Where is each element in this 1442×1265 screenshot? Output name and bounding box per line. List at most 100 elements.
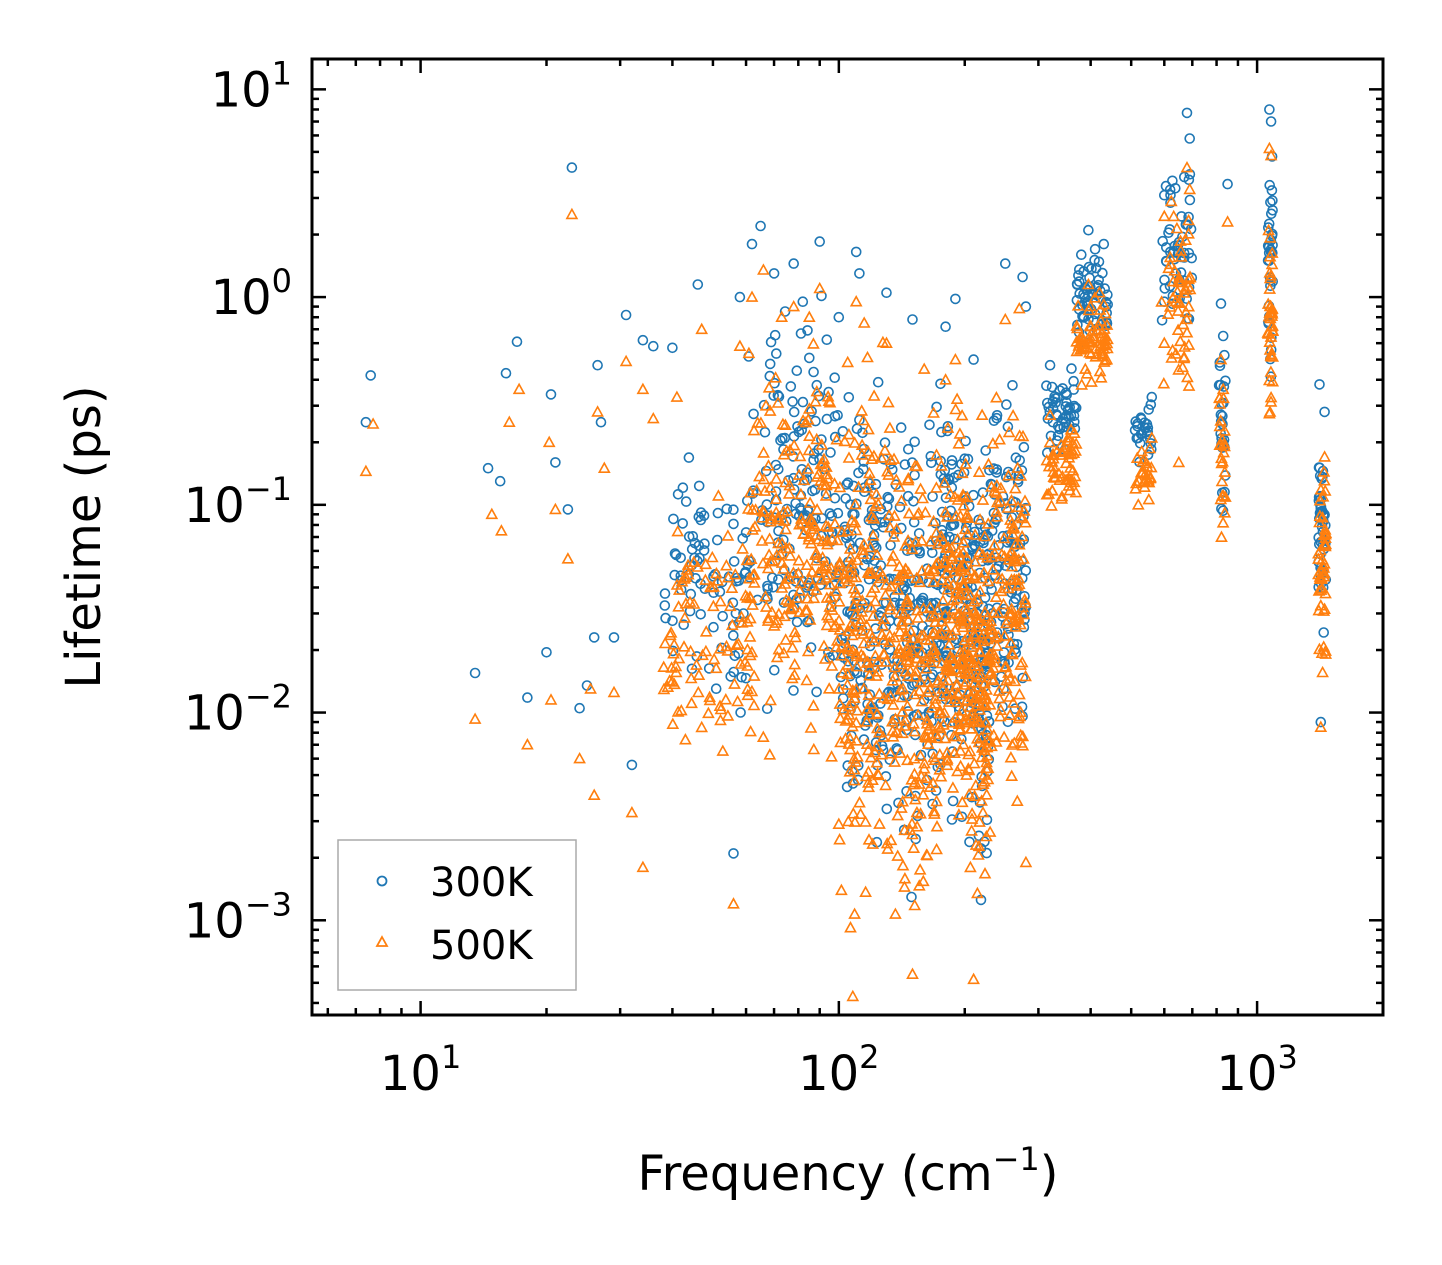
- data-point-500K: [967, 972, 980, 985]
- data-point-500K: [804, 721, 818, 733]
- data-point-300K: [808, 366, 819, 378]
- data-point-500K: [757, 505, 771, 517]
- data-point-500K: [764, 481, 777, 493]
- data-point-500K: [848, 436, 862, 448]
- data-point-500K: [912, 684, 926, 696]
- data-point-300K: [770, 348, 782, 359]
- data-point-500K: [725, 618, 739, 631]
- data-point-300K: [494, 475, 506, 487]
- data-point-300K: [717, 610, 729, 622]
- data-point-300K: [979, 592, 991, 603]
- data-point-500K: [946, 578, 960, 590]
- data-point-500K: [692, 668, 706, 680]
- data-point-500K: [820, 618, 834, 631]
- data-point-500K: [919, 771, 933, 783]
- data-point-500K: [728, 567, 742, 580]
- data-point-500K: [967, 627, 981, 639]
- data-point-500K: [833, 558, 846, 571]
- data-point-300K: [1319, 406, 1330, 418]
- data-point-300K: [932, 761, 944, 773]
- data-point-500K: [985, 622, 999, 634]
- data-point-500K: [870, 721, 884, 734]
- data-point-500K: [878, 443, 892, 456]
- data-point-500K: [968, 789, 981, 801]
- data-point-500K: [919, 653, 933, 665]
- data-point-500K: [939, 505, 952, 518]
- data-point-500K: [1006, 409, 1020, 421]
- data-point-500K: [1312, 584, 1326, 596]
- data-point-300K: [881, 287, 892, 299]
- data-point-500K: [875, 748, 889, 760]
- data-point-500K: [998, 660, 1012, 673]
- data-point-500K: [978, 529, 992, 542]
- data-point-500K: [1264, 365, 1278, 377]
- data-point-500K: [763, 404, 777, 416]
- data-point-500K: [909, 670, 922, 682]
- data-point-500K: [938, 608, 952, 620]
- data-point-500K: [861, 776, 875, 788]
- data-point-500K: [864, 600, 878, 613]
- data-point-500K: [668, 677, 681, 690]
- data-point-300K: [1222, 178, 1233, 190]
- data-point-300K: [1062, 403, 1074, 415]
- data-point-500K: [755, 534, 769, 546]
- data-point-500K: [900, 593, 914, 605]
- y-tick-label: 101: [211, 54, 292, 118]
- data-point-500K: [853, 796, 866, 808]
- data-point-300K: [1090, 262, 1102, 274]
- data-point-500K: [793, 605, 807, 617]
- data-point-500K: [764, 693, 777, 706]
- data-point-500K: [976, 493, 990, 505]
- data-point-500K: [1315, 646, 1329, 658]
- data-point-500K: [994, 494, 1007, 506]
- data-point-300K: [883, 493, 895, 505]
- data-point-500K: [765, 605, 779, 618]
- data-point-500K: [940, 752, 954, 764]
- data-point-500K: [879, 655, 893, 667]
- data-point-500K: [912, 879, 926, 891]
- data-point-500K: [744, 552, 758, 564]
- data-point-500K: [1012, 711, 1025, 724]
- data-point-500K: [1063, 461, 1077, 473]
- data-point-500K: [895, 801, 908, 813]
- data-point-300K: [1263, 222, 1274, 233]
- data-point-500K: [665, 675, 679, 687]
- data-point-500K: [839, 714, 853, 726]
- data-point-500K: [889, 712, 902, 724]
- data-point-300K: [738, 608, 749, 619]
- data-point-500K: [903, 786, 916, 799]
- data-point-500K: [1055, 445, 1069, 458]
- data-point-500K: [917, 362, 931, 374]
- data-point-500K: [756, 730, 770, 742]
- data-point-500K: [1078, 362, 1092, 374]
- data-point-500K: [725, 581, 739, 593]
- data-point-300K: [647, 340, 659, 352]
- data-point-500K: [989, 631, 1002, 643]
- data-point-500K: [963, 649, 977, 661]
- data-point-500K: [761, 614, 775, 626]
- data-point-500K: [549, 502, 562, 515]
- data-point-500K: [794, 487, 808, 500]
- x-axis-label-sup: −1: [993, 1140, 1040, 1178]
- data-point-300K: [829, 431, 841, 443]
- data-point-500K: [946, 716, 959, 728]
- data-point-500K: [1265, 320, 1279, 332]
- data-point-500K: [957, 737, 970, 750]
- data-point-500K: [1138, 480, 1151, 492]
- data-point-500K: [759, 600, 773, 612]
- data-point-500K: [999, 681, 1013, 694]
- data-point-500K: [796, 413, 810, 426]
- data-point-500K: [835, 649, 848, 661]
- data-point-300K: [1264, 104, 1275, 115]
- data-point-500K: [890, 522, 904, 535]
- data-point-500K: [787, 438, 801, 451]
- data-point-500K: [963, 700, 977, 712]
- data-point-500K: [1162, 261, 1175, 274]
- data-point-500K: [1098, 322, 1111, 334]
- data-point-500K: [873, 687, 886, 699]
- data-point-500K: [882, 395, 895, 408]
- data-point-500K: [809, 395, 822, 407]
- data-point-500K: [969, 838, 983, 850]
- data-point-500K: [866, 529, 880, 541]
- data-point-500K: [751, 416, 764, 428]
